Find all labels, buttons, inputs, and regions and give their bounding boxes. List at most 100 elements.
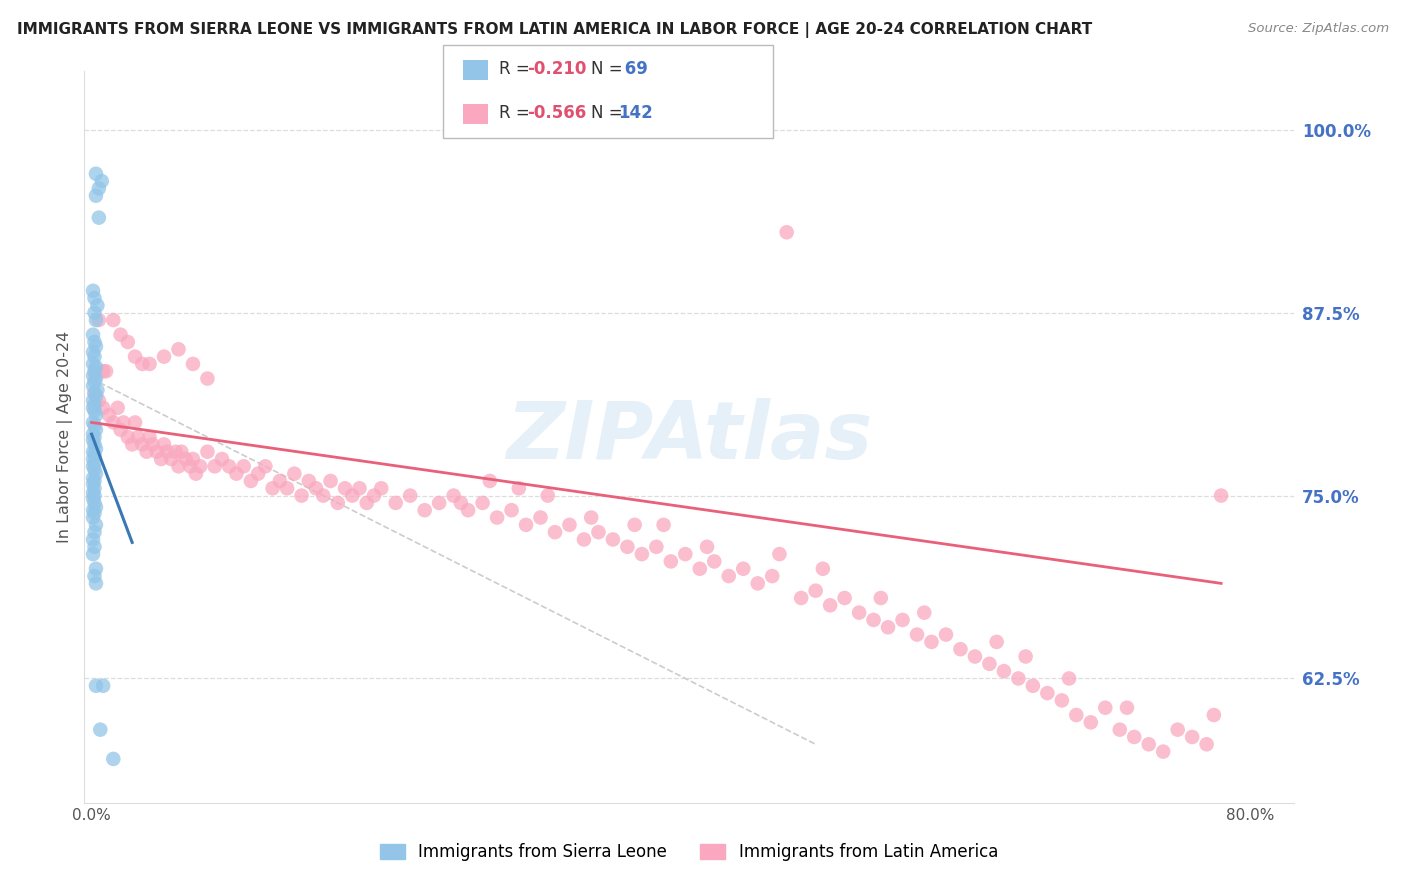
Point (471, 496, 494, 510)
Point (747, 576, 769, 591)
Point (804, 583, 827, 598)
Point (254, 459, 277, 474)
Point (83, 375, 105, 389)
Point (83, 291, 105, 305)
Point (1211, 489, 1233, 503)
Point (124, 416, 146, 430)
Point (558, 517, 581, 532)
Point (993, 664, 1015, 678)
Point (501, 503, 523, 517)
Point (82, 547, 104, 561)
Point (82, 284, 104, 298)
Point (153, 350, 176, 364)
Point (82, 485, 104, 500)
Point (124, 350, 146, 364)
Point (150, 452, 173, 467)
Point (160, 452, 183, 467)
Point (413, 503, 436, 517)
Point (156, 444, 179, 458)
Point (83, 569, 105, 583)
Point (333, 481, 356, 495)
Text: R =: R = (499, 60, 536, 78)
Point (107, 401, 129, 415)
Point (486, 510, 509, 524)
Point (276, 481, 298, 495)
Point (912, 606, 935, 620)
Point (82, 368, 104, 383)
Point (84, 188, 107, 202)
Point (82, 491, 104, 506)
Point (87, 313, 110, 327)
Point (170, 444, 193, 458)
Point (82, 427, 104, 442)
Point (117, 430, 139, 444)
Point (188, 459, 211, 474)
Point (529, 510, 551, 524)
Point (197, 444, 219, 458)
Point (84, 339, 107, 353)
Point (247, 467, 270, 481)
Point (399, 489, 422, 503)
Point (82, 379, 104, 393)
Point (834, 591, 856, 605)
Point (83, 437, 105, 451)
Text: -0.566: -0.566 (527, 104, 586, 122)
Point (616, 540, 638, 554)
Point (935, 627, 957, 641)
Point (82, 327, 104, 342)
Point (1137, 737, 1160, 751)
Text: Source: ZipAtlas.com: Source: ZipAtlas.com (1249, 22, 1389, 36)
Point (98, 408, 121, 422)
Point (1022, 679, 1045, 693)
Point (82, 433, 104, 447)
Point (84, 389, 107, 403)
Point (319, 474, 342, 488)
Point (1167, 723, 1189, 737)
Point (312, 489, 335, 503)
Point (631, 547, 654, 561)
Point (197, 371, 219, 385)
Point (645, 540, 668, 554)
Text: R =: R = (499, 104, 536, 122)
Point (689, 562, 711, 576)
Point (572, 533, 595, 547)
Point (138, 430, 160, 444)
Point (84, 371, 107, 385)
Point (283, 467, 305, 481)
Point (165, 444, 187, 458)
Point (84, 562, 107, 576)
Point (211, 452, 233, 467)
Point (579, 510, 602, 524)
Point (83, 386, 105, 401)
Point (717, 569, 740, 583)
Y-axis label: In Labor Force | Age 20-24: In Labor Force | Age 20-24 (58, 331, 73, 543)
Point (239, 474, 262, 488)
Point (87, 181, 110, 195)
Point (269, 474, 291, 488)
Point (848, 606, 870, 620)
Point (84, 576, 107, 591)
Point (703, 554, 725, 568)
Point (1066, 708, 1088, 723)
Point (112, 416, 135, 430)
Point (1014, 649, 1036, 664)
Point (83, 525, 105, 540)
Point (89, 723, 111, 737)
Point (83, 403, 105, 417)
Text: ZIPAtlas: ZIPAtlas (506, 398, 872, 476)
Point (84, 442, 107, 456)
Point (84, 517, 107, 532)
Point (181, 452, 204, 467)
Point (1123, 730, 1146, 744)
Point (167, 459, 190, 474)
Point (326, 496, 349, 510)
Point (82, 401, 104, 415)
Point (1050, 693, 1073, 707)
Point (768, 547, 790, 561)
Point (818, 599, 841, 613)
Point (138, 357, 160, 371)
Point (1202, 708, 1225, 723)
Point (602, 533, 624, 547)
Point (82, 533, 104, 547)
Point (544, 525, 567, 540)
